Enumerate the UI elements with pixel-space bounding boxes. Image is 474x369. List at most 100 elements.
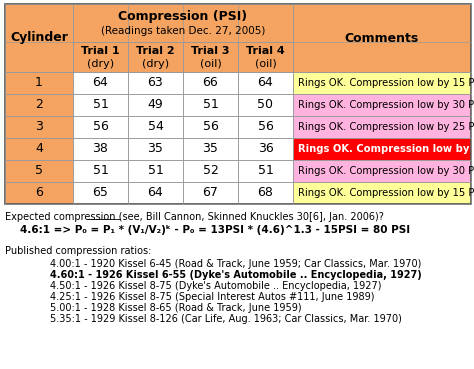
Bar bbox=[5, 94, 73, 116]
Bar bbox=[293, 160, 471, 182]
Bar bbox=[128, 138, 183, 160]
Text: 4.00:1 - 1920 Kissel 6-45 (Road & Track, June 1959; Car Classics, Mar. 1970): 4.00:1 - 1920 Kissel 6-45 (Road & Track,… bbox=[50, 259, 421, 269]
Text: Trial 1: Trial 1 bbox=[81, 46, 120, 56]
Text: 36: 36 bbox=[258, 142, 273, 155]
Text: 50: 50 bbox=[257, 99, 273, 111]
Text: 65: 65 bbox=[92, 186, 109, 200]
Text: 51: 51 bbox=[92, 99, 109, 111]
Bar bbox=[73, 4, 293, 42]
Bar bbox=[183, 138, 238, 160]
Text: 4.6:1 => P₀ = P₁ * (V₁/V₂)ᵏ - P₀ = 13PSI * (4.6)^1.3 - 15PSI = 80 PSI: 4.6:1 => P₀ = P₁ * (V₁/V₂)ᵏ - P₀ = 13PSI… bbox=[20, 225, 410, 235]
Text: Expected compression (see, Bill Cannon, Skinned Knuckles 30[6], Jan. 2006)?: Expected compression (see, Bill Cannon, … bbox=[5, 212, 384, 222]
Text: 64: 64 bbox=[92, 76, 109, 90]
Text: 51: 51 bbox=[202, 99, 219, 111]
Text: 51: 51 bbox=[147, 165, 164, 177]
Bar bbox=[183, 160, 238, 182]
Bar bbox=[73, 72, 128, 94]
Text: 4: 4 bbox=[35, 142, 43, 155]
Bar bbox=[183, 42, 238, 72]
Text: (dry): (dry) bbox=[87, 59, 114, 69]
Text: 5: 5 bbox=[35, 165, 43, 177]
Text: (oil): (oil) bbox=[255, 59, 276, 69]
Bar bbox=[128, 94, 183, 116]
Text: 4.25:1 - 1926 Kissel 8-75 (Special Interest Autos #111, June 1989): 4.25:1 - 1926 Kissel 8-75 (Special Inter… bbox=[50, 292, 374, 302]
Text: 67: 67 bbox=[202, 186, 219, 200]
Text: 56: 56 bbox=[257, 121, 273, 134]
Bar bbox=[238, 42, 293, 72]
Bar bbox=[73, 138, 128, 160]
Bar bbox=[5, 4, 73, 72]
Bar bbox=[73, 160, 128, 182]
Bar bbox=[238, 116, 293, 138]
Text: 68: 68 bbox=[257, 186, 273, 200]
Text: 2: 2 bbox=[35, 99, 43, 111]
Text: Cylinder: Cylinder bbox=[10, 31, 68, 45]
Text: Rings OK. Compression low by 30 PSI.: Rings OK. Compression low by 30 PSI. bbox=[298, 100, 474, 110]
Bar bbox=[293, 94, 471, 116]
Bar bbox=[5, 116, 73, 138]
Bar bbox=[183, 182, 238, 204]
Bar bbox=[293, 116, 471, 138]
Text: 51: 51 bbox=[92, 165, 109, 177]
Bar bbox=[238, 94, 293, 116]
Text: 52: 52 bbox=[202, 165, 219, 177]
Bar bbox=[238, 72, 293, 94]
Text: 54: 54 bbox=[147, 121, 164, 134]
Text: 3: 3 bbox=[35, 121, 43, 134]
Text: Rings OK. Compression low by 15 PSI.: Rings OK. Compression low by 15 PSI. bbox=[298, 188, 474, 198]
Bar bbox=[293, 138, 471, 160]
Text: 49: 49 bbox=[147, 99, 164, 111]
Text: 5.35:1 - 1929 Kissel 8-126 (Car Life, Aug. 1963; Car Classics, Mar. 1970): 5.35:1 - 1929 Kissel 8-126 (Car Life, Au… bbox=[50, 314, 402, 324]
Text: 35: 35 bbox=[147, 142, 164, 155]
Text: 66: 66 bbox=[202, 76, 219, 90]
Bar bbox=[293, 4, 471, 72]
Text: Comments: Comments bbox=[345, 31, 419, 45]
Text: 1: 1 bbox=[35, 76, 43, 90]
Bar bbox=[128, 72, 183, 94]
Text: 6: 6 bbox=[35, 186, 43, 200]
Text: Published compression ratios:: Published compression ratios: bbox=[5, 246, 151, 256]
Bar bbox=[183, 72, 238, 94]
Bar bbox=[293, 182, 471, 204]
Text: Rings OK. Compression low by 45 PSI!: Rings OK. Compression low by 45 PSI! bbox=[298, 144, 474, 154]
Text: 4.60:1 - 1926 Kissel 6-55 (Dyke's Automobile .. Encyclopedia, 1927): 4.60:1 - 1926 Kissel 6-55 (Dyke's Automo… bbox=[50, 270, 422, 280]
Bar bbox=[183, 116, 238, 138]
Text: 35: 35 bbox=[202, 142, 219, 155]
Bar bbox=[238, 138, 293, 160]
Bar bbox=[238, 160, 293, 182]
Text: 64: 64 bbox=[258, 76, 273, 90]
Bar bbox=[5, 138, 73, 160]
Text: 63: 63 bbox=[147, 76, 164, 90]
Bar bbox=[183, 94, 238, 116]
Bar bbox=[293, 72, 471, 94]
Bar bbox=[73, 94, 128, 116]
Bar bbox=[5, 4, 471, 204]
Text: (Readings taken Dec. 27, 2005): (Readings taken Dec. 27, 2005) bbox=[101, 26, 265, 37]
Text: 51: 51 bbox=[257, 165, 273, 177]
Bar bbox=[5, 72, 73, 94]
Text: (oil): (oil) bbox=[200, 59, 221, 69]
Bar bbox=[128, 160, 183, 182]
Text: Rings OK. Compression low by 15 PSI.: Rings OK. Compression low by 15 PSI. bbox=[298, 78, 474, 88]
Bar bbox=[73, 42, 128, 72]
Bar bbox=[5, 160, 73, 182]
Text: Rings OK. Compression low by 30 PSI.: Rings OK. Compression low by 30 PSI. bbox=[298, 166, 474, 176]
Bar bbox=[73, 182, 128, 204]
Text: Trial 3: Trial 3 bbox=[191, 46, 230, 56]
Text: Rings OK. Compression low by 25 PSI.: Rings OK. Compression low by 25 PSI. bbox=[298, 122, 474, 132]
Bar bbox=[238, 182, 293, 204]
Text: 64: 64 bbox=[147, 186, 164, 200]
Text: 38: 38 bbox=[92, 142, 109, 155]
Bar bbox=[128, 42, 183, 72]
Bar bbox=[128, 116, 183, 138]
Text: 56: 56 bbox=[92, 121, 109, 134]
Text: Trial 2: Trial 2 bbox=[136, 46, 175, 56]
Text: (dry): (dry) bbox=[142, 59, 169, 69]
Text: 5.00:1 - 1928 Kissel 8-65 (Road & Track, June 1959): 5.00:1 - 1928 Kissel 8-65 (Road & Track,… bbox=[50, 303, 301, 313]
Bar bbox=[128, 182, 183, 204]
Bar bbox=[5, 182, 73, 204]
Bar bbox=[73, 116, 128, 138]
Text: 4.50:1 - 1926 Kissel 8-75 (Dyke's Automobile .. Encyclopedia, 1927): 4.50:1 - 1926 Kissel 8-75 (Dyke's Automo… bbox=[50, 281, 382, 291]
Text: Trial 4: Trial 4 bbox=[246, 46, 285, 56]
Text: 56: 56 bbox=[202, 121, 219, 134]
